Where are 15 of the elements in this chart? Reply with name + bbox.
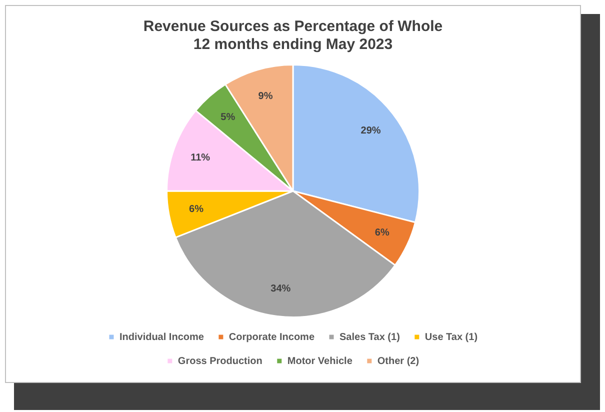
data-label: 11%	[190, 152, 210, 164]
legend-label: Motor Vehicle	[287, 356, 353, 367]
legend-label: Gross Production	[178, 356, 262, 367]
legend-label: Sales Tax (1)	[340, 332, 400, 343]
data-label: 29%	[360, 125, 381, 136]
legend-label: Other (2)	[377, 356, 420, 367]
legend-label: Corporate Income	[228, 332, 315, 343]
data-label: 9%	[258, 91, 273, 102]
data-label: 5%	[220, 112, 236, 123]
legend-label: Use Tax (1)	[424, 332, 478, 343]
data-label: 34%	[270, 283, 291, 294]
data-label: 6%	[189, 204, 204, 216]
data-label: 6%	[374, 228, 390, 239]
chart-title: Revenue Sources as Percentage of Whole 12 months ending May 2023	[143, 18, 443, 54]
legend-label: Individual Income	[119, 332, 204, 343]
